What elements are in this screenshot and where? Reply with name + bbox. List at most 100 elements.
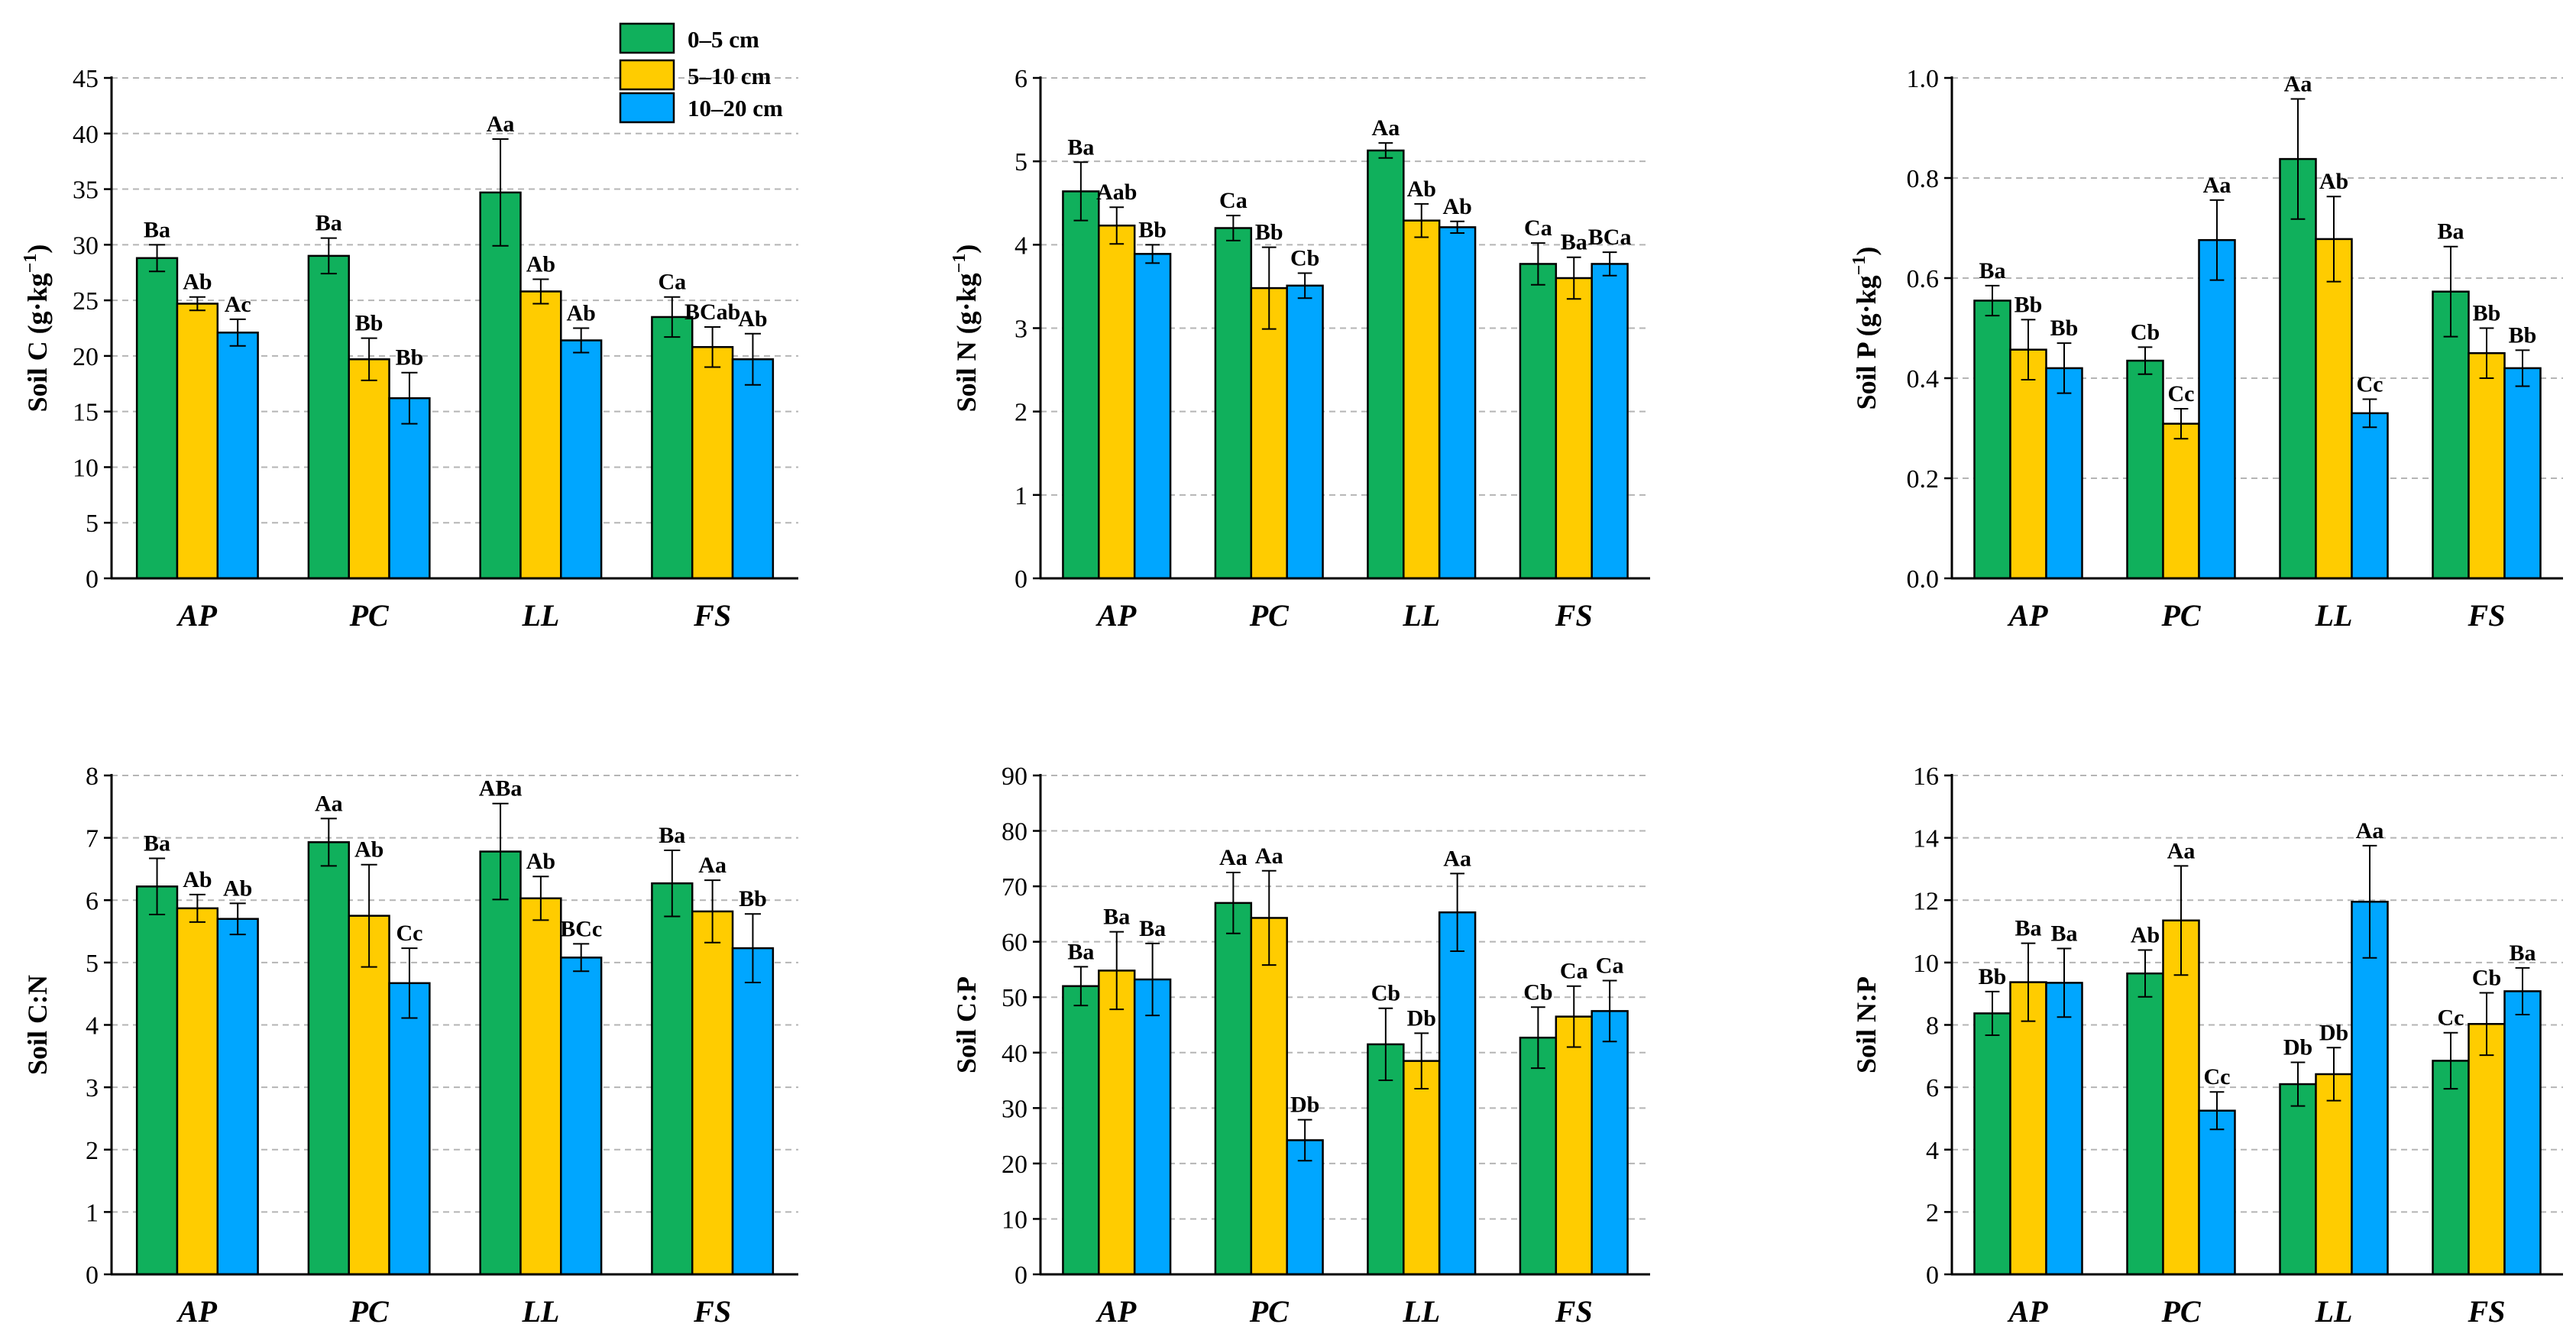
bar-PC-5-10 <box>1250 917 1288 1276</box>
sig-label-AP-10-20: Ac <box>225 292 251 317</box>
bar-FS-0-5 <box>1519 1036 1558 1276</box>
legend-label-0-5: 0–5 cm <box>688 26 759 53</box>
sig-label-FS-10-20: Bb <box>739 886 767 911</box>
error-bar-AP-10-20 <box>1145 244 1160 264</box>
bar-FS-0-5 <box>651 882 694 1276</box>
sig-label-AP-0-5: Ba <box>144 831 170 856</box>
error-bar-AP-5-10 <box>1109 206 1125 245</box>
error-bar-AP-10-20 <box>229 318 246 347</box>
bar-AP-5-10 <box>1098 970 1136 1276</box>
sig-label-PC-10-20: Db <box>1290 1093 1319 1118</box>
error-bar-FS-5-10 <box>704 879 721 944</box>
error-bar-FS-5-10 <box>704 326 721 368</box>
y-axis-title: Soil N (g·kg−1) <box>950 244 982 413</box>
sig-label-AP-5-10: Ba <box>1103 905 1130 930</box>
error-bar-FS-10-20 <box>1602 251 1617 277</box>
bar-PC-10-20 <box>1286 284 1324 580</box>
legend-label-5-10: 5–10 cm <box>688 63 772 89</box>
legend: 0–5 cm 5–10 cm 10–20 cm <box>619 22 783 124</box>
y-tick-label: 40 <box>73 121 99 149</box>
sig-label-LL-5-10: Ab <box>526 251 555 277</box>
legend-swatch-10-20 <box>619 92 675 124</box>
error-bar-LL-10-20 <box>2362 844 2377 959</box>
bar-AP-0-5 <box>135 257 179 580</box>
y-tick-label: 6 <box>1926 1074 1939 1102</box>
error-bar-LL-0-5 <box>1378 1007 1393 1082</box>
sig-label-PC-5-10: Bb <box>1255 220 1283 245</box>
sig-label-PC-0-5: Ab <box>2131 923 2160 948</box>
legend-label-10-20: 10–20 cm <box>688 95 783 121</box>
y-axis-title: Soil N:P <box>1851 976 1882 1073</box>
sig-label-FS-0-5: Ba <box>659 823 685 848</box>
legend-swatch-5-10 <box>619 59 675 91</box>
sig-label-AP-5-10: Bb <box>2015 292 2043 317</box>
sig-label-FS-0-5: Cc <box>2438 1005 2464 1031</box>
sig-label-LL-0-5: ABa <box>479 776 523 801</box>
category-label-FS: FS <box>2468 598 2506 633</box>
error-bar-PC-10-20 <box>1297 1118 1312 1162</box>
error-bar-AP-0-5 <box>1073 966 1089 1007</box>
error-bar-FS-0-5 <box>664 849 681 918</box>
sig-label-AP-0-5: Ba <box>1979 258 2005 283</box>
error-bar-AP-10-20 <box>229 902 246 936</box>
y-tick-label: 10 <box>1913 950 1939 978</box>
sig-label-FS-0-5: Ca <box>658 270 686 295</box>
y-tick-label: 6 <box>1015 65 1027 93</box>
sig-label-PC-10-20: Cc <box>2204 1064 2231 1089</box>
error-bar-FS-10-20 <box>744 332 762 386</box>
bar-LL-5-10 <box>1403 219 1441 580</box>
sig-label-AP-0-5: Ba <box>144 217 170 242</box>
error-bar-AP-0-5 <box>1073 161 1089 222</box>
error-bar-PC-10-20 <box>401 371 418 425</box>
error-bar-FS-5-10 <box>1566 985 1581 1048</box>
y-tick-label: 45 <box>73 65 99 93</box>
y-tick-label: 80 <box>1002 818 1027 847</box>
y-tick-label: 3 <box>86 1074 99 1102</box>
bar-LL-5-10 <box>519 290 562 580</box>
bar-FS-10-20 <box>2503 990 2542 1276</box>
y-tick-label: 15 <box>73 399 99 427</box>
category-label-LL: LL <box>1402 1294 1440 1329</box>
sig-label-LL-0-5: Aa <box>487 112 515 137</box>
bar-LL-0-5 <box>2279 1083 2317 1276</box>
y-tick-label: 25 <box>73 287 99 316</box>
bar-LL-10-20 <box>560 339 603 580</box>
bar-FS-0-5 <box>2432 290 2470 580</box>
y-tick-label: 35 <box>73 176 99 205</box>
sig-label-AP-10-20: Bb <box>1138 217 1167 242</box>
error-bar-LL-10-20 <box>2362 398 2377 429</box>
sig-label-PC-0-5: Ba <box>316 211 342 236</box>
bar-LL-10-20 <box>560 957 603 1276</box>
error-bar-AP-5-10 <box>1109 931 1125 1011</box>
bar-AP-5-10 <box>176 907 219 1276</box>
bar-AP-5-10 <box>176 303 219 580</box>
bar-FS-10-20 <box>1591 1010 1629 1276</box>
error-bar-PC-0-5 <box>1225 215 1241 241</box>
sig-label-PC-5-10: Aa <box>2167 838 2196 863</box>
error-bar-FS-0-5 <box>1530 242 1545 286</box>
sig-label-PC-5-10: Ab <box>354 837 383 863</box>
sig-label-LL-5-10: Db <box>1407 1005 1436 1031</box>
y-tick-label: 4 <box>1015 231 1027 260</box>
sig-label-LL-0-5: Cb <box>1371 981 1400 1006</box>
y-tick-label: 1 <box>1015 482 1027 510</box>
sig-label-FS-0-5: Cb <box>1523 979 1552 1005</box>
error-bar-AP-10-20 <box>2057 342 2072 394</box>
bar-AP-10-20 <box>1133 978 1172 1276</box>
chart-panel-6: Bb Ba Ba AP Ab Aa Cc PC Db Db Aa LL Cc Cb Ba FS 0 2 4 6 8 10 1… <box>1851 762 2563 1329</box>
bar-LL-5-10 <box>2315 238 2353 580</box>
error-bar-PC-10-20 <box>1297 272 1312 299</box>
y-tick-label: 20 <box>1002 1151 1027 1179</box>
y-tick-label: 0.0 <box>1907 565 1940 594</box>
bar-PC-0-5 <box>1214 902 1253 1276</box>
sig-label-FS-5-10: Cb <box>2472 965 2501 990</box>
category-label-LL: LL <box>521 598 559 633</box>
bar-LL-10-20 <box>1438 226 1477 580</box>
y-tick-label: 40 <box>1002 1040 1027 1068</box>
category-label-AP: AP <box>1095 598 1137 633</box>
sig-label-FS-0-5: Ca <box>1524 215 1552 241</box>
sig-label-AP-10-20: Ba <box>2050 921 2077 947</box>
y-tick-label: 60 <box>1002 929 1027 957</box>
sig-label-FS-10-20: Ab <box>738 306 767 332</box>
error-bar-PC-10-20 <box>2209 1091 2225 1131</box>
